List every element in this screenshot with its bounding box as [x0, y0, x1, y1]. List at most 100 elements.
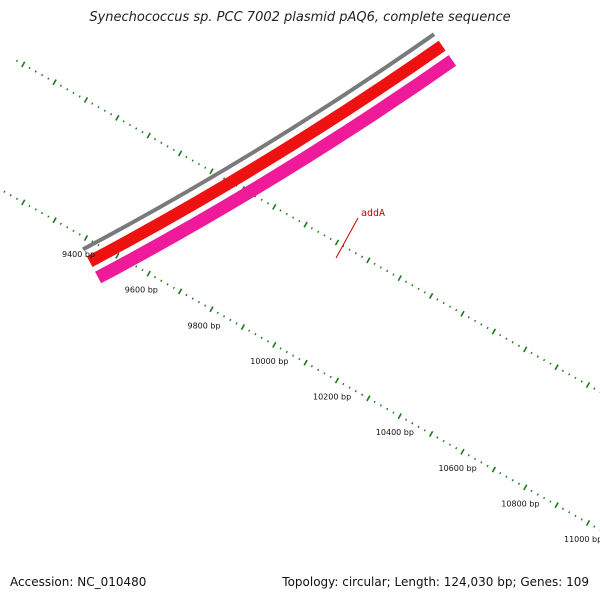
backbone-ring	[82, 32, 436, 252]
scale-minor-tick	[197, 162, 201, 166]
scale-minor-tick	[285, 350, 288, 354]
gene-label-leader-line	[335, 217, 359, 259]
scale-minor-tick	[574, 514, 577, 518]
scale-minor-tick	[97, 105, 100, 109]
scale-minor-tick	[354, 251, 357, 255]
scale-minor-tick	[467, 316, 470, 319]
scale-minor-tick	[342, 382, 345, 386]
scale-major-tick	[21, 199, 26, 206]
scale-minor-tick	[254, 332, 257, 336]
scale-minor-tick	[580, 518, 583, 521]
scale-minor-tick	[379, 404, 382, 407]
scale-minor-tick	[436, 298, 439, 301]
scale-minor-tick	[373, 400, 376, 404]
scale-minor-tick	[141, 130, 144, 134]
scale-major-tick	[177, 150, 183, 157]
map-title: Synechococcus sp. PCC 7002 plasmid pAQ6,…	[89, 10, 511, 25]
scale-minor-tick	[329, 237, 332, 241]
scale-minor-tick	[260, 336, 263, 339]
scale-major-tick	[21, 61, 26, 68]
scale-minor-tick	[229, 318, 232, 322]
scale-major-tick	[491, 466, 497, 473]
scale-minor-tick	[166, 145, 169, 148]
scale-minor-tick	[292, 354, 295, 357]
scale-minor-tick	[517, 482, 521, 486]
scale-minor-tick	[361, 393, 364, 396]
cds-feature-ring[interactable]	[86, 40, 446, 267]
scale-minor-tick	[191, 159, 194, 162]
scale-minor-tick	[442, 301, 445, 305]
scale-minor-tick	[411, 284, 414, 287]
scale-major-tick	[428, 430, 434, 437]
gene-annotation[interactable]: addA	[335, 208, 385, 259]
scale-minor-tick	[59, 84, 62, 87]
scale-minor-tick	[511, 341, 514, 344]
position-tick-label: 10000 bp	[250, 357, 288, 366]
position-tick-label: 9800 bp	[188, 321, 221, 330]
position-tick-labels: 9400 bp 9600 bp 9800 bp 10000 bp 10200 bp 104…	[62, 250, 600, 544]
scale-major-tick	[491, 328, 497, 335]
scale-minor-tick	[593, 387, 596, 390]
scale-minor-tick	[323, 372, 326, 375]
scale-major-tick	[146, 132, 151, 139]
scale-minor-tick	[204, 166, 207, 169]
scale-minor-tick	[480, 323, 483, 326]
scale-minor-tick	[486, 326, 489, 330]
scale-major-tick	[177, 288, 183, 295]
scale-minor-tick	[543, 496, 546, 500]
scale-minor-tick	[386, 407, 389, 411]
scale-minor-tick	[486, 464, 489, 468]
scale-minor-tick	[480, 461, 483, 464]
scale-minor-tick	[310, 365, 313, 368]
scale-minor-tick	[204, 304, 207, 307]
scale-minor-tick	[153, 275, 157, 279]
scale-minor-tick	[511, 479, 514, 482]
scale-major-tick	[428, 292, 434, 299]
scale-major-tick	[523, 484, 528, 491]
scale-major-tick	[52, 217, 57, 224]
scale-minor-tick	[549, 500, 552, 503]
scale-minor-tick	[266, 340, 270, 343]
scale-minor-tick	[97, 243, 100, 247]
gene-label-adda[interactable]: addA	[361, 208, 385, 219]
position-tick-label: 10400 bp	[376, 428, 414, 437]
scale-minor-tick	[505, 475, 508, 478]
sequence-summary-text: Topology: circular; Length: 124,030 bp; …	[282, 575, 589, 589]
scale-minor-tick	[317, 368, 320, 372]
scale-minor-tick	[442, 439, 445, 443]
scale-minor-tick	[135, 127, 138, 130]
scale-minor-tick	[34, 208, 37, 211]
scale-minor-tick	[222, 315, 226, 318]
scale-minor-tick	[348, 386, 351, 389]
scale-major-tick	[366, 395, 371, 402]
scale-major-tick	[303, 221, 308, 228]
scale-minor-tick	[103, 109, 106, 112]
scale-minor-tick	[34, 70, 37, 73]
scale-minor-tick	[317, 230, 320, 234]
gene-feature-ring[interactable]	[95, 55, 457, 284]
position-tick-label: 9400 bp	[62, 250, 95, 259]
scale-minor-tick	[15, 197, 19, 201]
scale-major-tick	[83, 96, 89, 104]
position-tick-label: 10600 bp	[439, 464, 477, 473]
scale-major-tick	[240, 324, 246, 331]
scale-minor-tick	[28, 66, 31, 70]
scale-minor-tick	[404, 418, 408, 421]
scale-minor-tick	[473, 457, 477, 461]
scale-minor-tick	[530, 489, 533, 493]
scale-minor-tick	[568, 511, 571, 514]
scale-major-tick	[115, 252, 120, 259]
position-tick-label: 10800 bp	[501, 499, 539, 508]
scale-minor-tick	[110, 113, 113, 116]
scale-minor-tick	[222, 177, 226, 180]
scale-minor-tick	[191, 297, 194, 300]
scale-major-tick	[52, 79, 57, 86]
accession-text: Accession: NC_010480	[10, 575, 147, 589]
scale-minor-tick	[543, 358, 546, 362]
scale-major-tick	[272, 203, 277, 210]
scale-minor-tick	[536, 355, 539, 358]
scale-minor-tick	[160, 279, 163, 282]
scale-major-tick	[334, 239, 340, 246]
scale-minor-tick	[135, 265, 138, 268]
